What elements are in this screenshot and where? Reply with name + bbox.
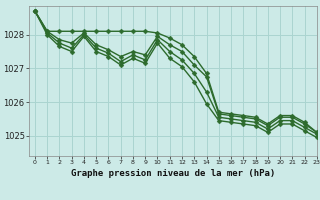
X-axis label: Graphe pression niveau de la mer (hPa): Graphe pression niveau de la mer (hPa) [71,169,275,178]
